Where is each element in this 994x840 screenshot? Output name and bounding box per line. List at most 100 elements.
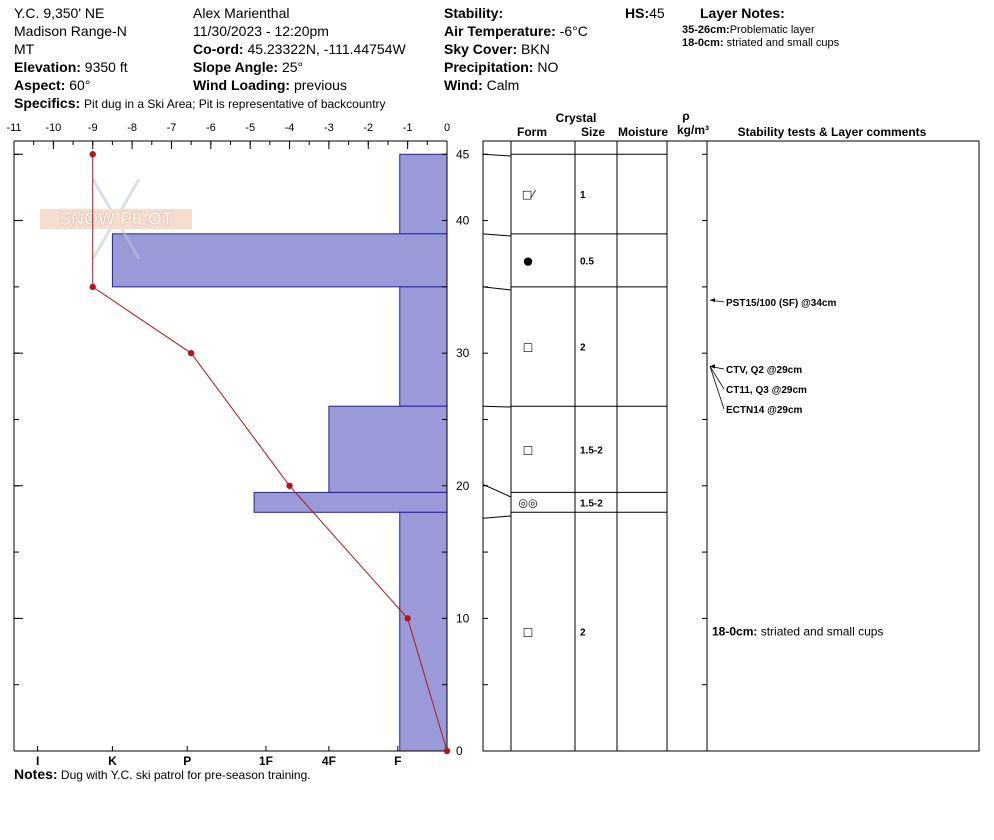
temp-tick-label: -2 — [363, 122, 373, 134]
elevation: Elevation: 9350 ft — [14, 59, 128, 75]
temperature-point — [404, 615, 411, 622]
stability-test: CT11, Q3 @29cm — [726, 385, 807, 396]
stability-label: Stability: — [444, 5, 504, 21]
arrow-head-icon — [710, 298, 715, 303]
wind-loading-label: Wind Loading: — [193, 77, 291, 93]
temp-tick-label: -7 — [167, 122, 177, 134]
temperature-point — [443, 747, 451, 755]
depth-connector — [482, 515, 512, 519]
watermark-text: SNOW PILOT — [59, 209, 173, 229]
crystal-form-icon: □ — [523, 341, 533, 354]
specifics: Specifics: Pit dug in a Ski Area; Pit is… — [14, 95, 386, 112]
density-symbol: ρ — [682, 109, 689, 123]
specifics-value: Pit dug in a Ski Area; Pit is representa… — [84, 97, 386, 111]
coord-value: 45.23322N, -111.44754W — [247, 41, 406, 57]
stability-arrow — [709, 366, 725, 390]
table-frame — [482, 140, 980, 752]
temp-tick-label: -9 — [88, 122, 98, 134]
slope-angle: Slope Angle: 25° — [193, 59, 303, 75]
temp-tick-label: -8 — [127, 122, 137, 134]
depth-tick-label: 45 — [456, 147, 470, 161]
temp-tick-label: -4 — [285, 122, 295, 134]
precipitation-value: NO — [537, 59, 559, 75]
moisture-header: Moisture — [618, 125, 668, 139]
air-temperature: Air Temperature: -6°C — [444, 23, 588, 39]
crystal-size: 1.5-2 — [580, 498, 603, 509]
stability-test: CTV, Q2 @29cm — [726, 365, 802, 376]
density-unit-header: kg/m³ — [677, 123, 709, 137]
stability-arrow — [709, 366, 725, 410]
hardness-bar — [399, 153, 448, 235]
hardness-bar — [399, 286, 448, 407]
stability-test: PST15/100 (SF) @34cm — [726, 298, 836, 309]
crystal-header: Crystal — [556, 111, 597, 125]
state: MT — [14, 41, 35, 57]
sky-cover-value: BKN — [521, 41, 550, 57]
temperature-point — [187, 349, 195, 357]
layer-note: 18-0cm: striated and small cups — [682, 37, 840, 49]
elevation-label: Elevation: — [14, 59, 81, 75]
crystal-size: 2 — [580, 343, 586, 354]
depth-tick-label: 10 — [456, 611, 470, 625]
temp-tick-label: -6 — [206, 122, 216, 134]
crystal-size: 1.5-2 — [580, 445, 603, 456]
temp-tick-label: -1 — [403, 122, 413, 134]
sky-cover: Sky Cover: BKN — [444, 41, 550, 57]
crystal-size: 0.5 — [580, 256, 594, 267]
wind-loading: Wind Loading: previous — [193, 77, 347, 93]
layer-comment-text: striated and small cups — [757, 625, 883, 639]
depth-tick-label: 30 — [456, 346, 470, 360]
temperature-point — [286, 482, 293, 489]
pit-location: Y.C. 9,350' NE — [14, 5, 105, 21]
layer-table: Crystal Form Size Moisture ρkg/m³ Stability t… — [482, 109, 980, 752]
temp-tick-label: 0 — [444, 122, 450, 134]
layer-notes-title: Layer Notes: — [700, 5, 785, 21]
crystal-form-icon: □ — [523, 443, 533, 456]
stability-test: ECTN14 @29cm — [726, 405, 803, 416]
precipitation-label: Precipitation: — [444, 59, 534, 75]
layer-comment-range: 18-0cm: — [712, 625, 757, 639]
depth-connector — [482, 233, 512, 237]
form-header: Form — [517, 125, 547, 139]
depth-connector — [482, 153, 512, 157]
layer-note: 35-26cm:Problematic layer — [682, 24, 815, 36]
coord-label: Co-ord: — [193, 41, 244, 57]
crystal-size: 1 — [580, 190, 586, 201]
air-temp-label: Air Temperature: — [444, 23, 556, 39]
mountain-range: Madison Range-N — [14, 23, 127, 39]
observer: Alex Marienthal — [193, 5, 290, 21]
notes-value: Dug with Y.C. ski patrol for pre-season … — [60, 768, 311, 782]
hardness-label: K — [108, 754, 117, 768]
elevation-value: 9350 ft — [84, 59, 128, 75]
slope-angle-label: Slope Angle: — [193, 59, 279, 75]
arrow-head-icon — [710, 364, 715, 369]
wind-loading-value: previous — [293, 77, 347, 93]
precipitation: Precipitation: NO — [444, 59, 558, 75]
temperature-line — [92, 154, 448, 752]
snow-height: HS:45 — [625, 5, 665, 21]
temp-tick-label: -3 — [324, 122, 334, 134]
hardness-label: 4F — [322, 754, 336, 768]
crystal-form-icon: ● — [523, 254, 533, 267]
aspect-value: 60° — [69, 77, 91, 93]
depth-tick-label: 40 — [456, 214, 470, 228]
hardness-label: 1F — [259, 754, 273, 768]
coordinates: Co-ord: 45.23322N, -111.44754W — [193, 41, 406, 57]
hardness-bar — [253, 491, 448, 513]
temp-tick-label: -11 — [6, 122, 21, 134]
sky-cover-label: Sky Cover: — [444, 41, 518, 57]
depth-tick-label: 0 — [456, 744, 463, 758]
size-header: Size — [581, 125, 605, 139]
watermark-band — [40, 209, 192, 229]
depth-connector — [482, 286, 512, 291]
specifics-label: Specifics: — [14, 95, 81, 111]
hardness-bar — [111, 233, 448, 288]
hs-value: 45 — [649, 5, 665, 21]
hardness-label: F — [394, 754, 401, 768]
hardness-bar — [328, 405, 448, 493]
layer-comment: 18-0cm: striated and small cups — [712, 625, 883, 639]
air-temp-value: -6°C — [559, 23, 588, 39]
slope-angle-value: 25° — [281, 59, 304, 75]
